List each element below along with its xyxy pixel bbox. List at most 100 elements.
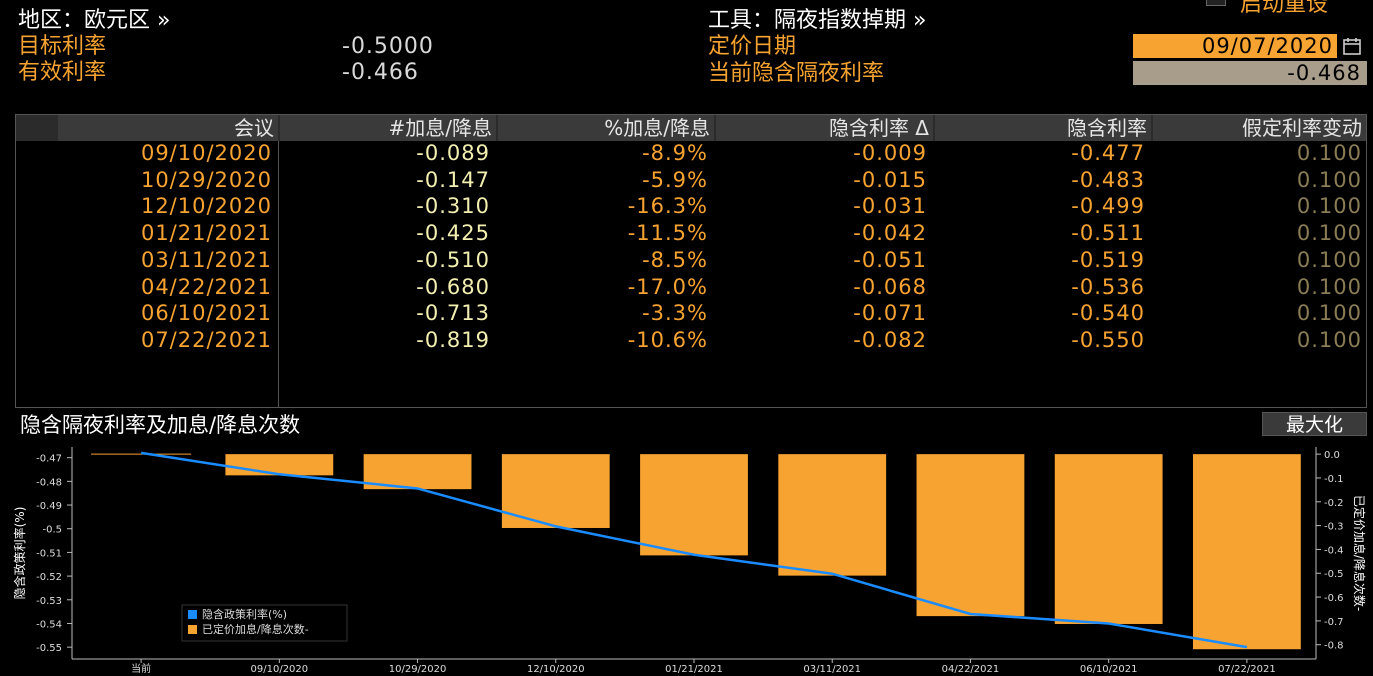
- cell-assumed-change: 0.100: [1296, 141, 1362, 165]
- col-header-hikes-count[interactable]: #加息/降息: [280, 115, 496, 141]
- legend-label-line: 隐含政策利率(%): [202, 607, 287, 621]
- rate-chart: -0.47 -0.48 -0.49 -0.5 -0.51 -0.52 -0.53 -0.54 -…: [12, 447, 1367, 675]
- column-divider: [278, 141, 279, 407]
- y2-tick-label: -0.8: [1324, 641, 1344, 652]
- bar: [916, 454, 1025, 617]
- x-tick-label: 10/29/2020: [389, 664, 447, 675]
- cell-implied-rate: -0.483: [1071, 167, 1145, 192]
- chart-title: 隐含隔夜利率及加息/降息次数: [20, 413, 301, 437]
- cell-implied-rate: -0.540: [1071, 301, 1145, 326]
- cell-hikes-count: -0.089: [416, 141, 490, 165]
- table-row[interactable]: 12/10/2020 -0.310 -16.3% -0.031 -0.499 0.100: [16, 193, 1366, 220]
- maximize-button[interactable]: 最大化: [1262, 412, 1367, 436]
- table-row[interactable]: 06/10/2021 -0.713 -3.3% -0.071 -0.540 0.100: [16, 300, 1366, 327]
- cell-implied-delta: -0.042: [853, 221, 927, 246]
- cell-implied-rate: -0.536: [1071, 274, 1145, 299]
- cell-hikes-pct: -17.0%: [627, 274, 708, 299]
- table-row[interactable]: 03/11/2021 -0.510 -8.5% -0.051 -0.519 0.100: [16, 247, 1366, 274]
- pricing-date-field[interactable]: 09/07/2020: [1133, 34, 1337, 58]
- y2-tick-label: -0.2: [1324, 498, 1344, 509]
- y2-tick-label: -0.5: [1324, 569, 1344, 580]
- cell-implied-rate: -0.511: [1071, 221, 1145, 246]
- y2-tick-label: 0.0: [1324, 450, 1340, 461]
- y-tick-label: -0.52: [36, 572, 62, 583]
- cell-hikes-pct: -16.3%: [627, 194, 708, 219]
- cell-implied-delta: -0.071: [853, 301, 927, 326]
- table-row[interactable]: 10/29/2020 -0.147 -5.9% -0.015 -0.483 0.100: [16, 167, 1366, 194]
- cell-implied-delta: -0.015: [853, 167, 927, 192]
- table-row[interactable]: 07/22/2021 -0.819 -10.6% -0.082 -0.550 0.100: [16, 327, 1366, 354]
- cell-hikes-count: -0.819: [416, 327, 490, 352]
- region-selector[interactable]: 地区：欧元区 »: [18, 8, 171, 33]
- y2-tick-label: -0.4: [1324, 545, 1344, 556]
- bar: [1192, 454, 1301, 650]
- cell-hikes-pct: -8.5%: [642, 247, 708, 272]
- cell-implied-delta: -0.068: [853, 274, 927, 299]
- cell-assumed-change: 0.100: [1296, 274, 1362, 299]
- cell-hikes-pct: -10.6%: [627, 327, 708, 352]
- cell-hikes-count: -0.680: [416, 274, 490, 299]
- x-tick-label: 09/10/2020: [251, 664, 309, 675]
- x-tick-label: 01/21/2021: [665, 664, 723, 675]
- effective-rate-value: -0.466: [342, 60, 419, 85]
- col-header-implied-delta[interactable]: 隐含利率 Δ: [716, 115, 933, 141]
- table-row[interactable]: 01/21/2021 -0.425 -11.5% -0.042 -0.511 0.100: [16, 220, 1366, 247]
- cell-hikes-pct: -3.3%: [642, 301, 708, 326]
- cell-hikes-pct: -8.9%: [642, 141, 708, 165]
- x-tick-label: 06/10/2021: [1080, 664, 1138, 675]
- cell-implied-rate: -0.499: [1071, 194, 1145, 219]
- x-tick-label: 当前: [131, 662, 151, 675]
- cell-assumed-change: 0.100: [1296, 221, 1362, 246]
- cell-hikes-count: -0.510: [416, 247, 490, 272]
- x-tick-label: 03/11/2021: [803, 664, 861, 675]
- table-row[interactable]: 09/10/2020 -0.089 -8.9% -0.009 -0.477 0.100: [16, 140, 1366, 167]
- implied-rate-line: [140, 451, 1248, 649]
- legend-box: [181, 604, 348, 642]
- cell-hikes-count: -0.713: [416, 301, 490, 326]
- y2-tick-label: -0.7: [1324, 617, 1344, 628]
- y-tick-label: -0.5: [42, 525, 62, 536]
- y-tick-label: -0.54: [36, 619, 62, 630]
- cell-meeting-date: 12/10/2020: [140, 194, 272, 219]
- cell-implied-delta: -0.051: [853, 247, 927, 272]
- cell-hikes-count: -0.147: [416, 167, 490, 192]
- cell-meeting-date: 09/10/2020: [140, 141, 272, 165]
- y2-tick-label: -0.6: [1324, 593, 1344, 604]
- cell-implied-rate: -0.550: [1071, 327, 1145, 352]
- y-axis-title: 隐含政策利率(%): [12, 507, 27, 600]
- target-rate-value: -0.5000: [342, 34, 434, 59]
- col-header-assumed-change[interactable]: 假定利率变动: [1153, 115, 1366, 141]
- cell-meeting-date: 07/22/2021: [140, 327, 272, 352]
- cell-hikes-pct: -11.5%: [627, 221, 708, 246]
- col-header-hikes-pct[interactable]: %加息/降息: [498, 115, 714, 141]
- cell-hikes-count: -0.310: [416, 194, 490, 219]
- y-tick-label: -0.47: [36, 454, 62, 465]
- bar: [225, 454, 334, 476]
- col-header-meeting[interactable]: 会议: [58, 115, 278, 141]
- cell-meeting-date: 01/21/2021: [140, 221, 272, 246]
- calendar-icon[interactable]: [1342, 36, 1362, 56]
- col-header-implied-rate[interactable]: 隐含利率: [935, 115, 1151, 141]
- table-row[interactable]: 04/22/2021 -0.680 -17.0% -0.068 -0.536 0.100: [16, 274, 1366, 301]
- legend-label-bar: 已定价加息/降息次数-: [202, 622, 309, 636]
- y-tick-label: -0.49: [36, 501, 62, 512]
- bar: [1054, 454, 1163, 624]
- cell-meeting-date: 04/22/2021: [140, 274, 272, 299]
- x-tick-label: 07/22/2021: [1218, 664, 1276, 675]
- cell-assumed-change: 0.100: [1296, 194, 1362, 219]
- bar: [363, 454, 472, 490]
- effective-rate-label: 有效利率: [18, 60, 107, 85]
- table-header: 会议 #加息/降息 %加息/降息 隐含利率 Δ 隐含利率 假定利率变动: [16, 115, 1366, 141]
- cell-assumed-change: 0.100: [1296, 167, 1362, 192]
- reset-checkbox[interactable]: [1206, 0, 1226, 6]
- reset-label: 启动重设: [1240, 0, 1329, 17]
- implied-overnight-field[interactable]: -0.468: [1133, 61, 1367, 85]
- meetings-table: 会议 #加息/降息 %加息/降息 隐含利率 Δ 隐含利率 假定利率变动 09/1…: [15, 114, 1367, 408]
- cell-meeting-date: 06/10/2021: [140, 301, 272, 326]
- cell-implied-delta: -0.009: [853, 141, 927, 165]
- cell-assumed-change: 0.100: [1296, 247, 1362, 272]
- instrument-selector[interactable]: 工具：隔夜指数掉期 »: [708, 8, 927, 33]
- cell-assumed-change: 0.100: [1296, 301, 1362, 326]
- y-tick-label: -0.55: [36, 643, 62, 654]
- cell-meeting-date: 03/11/2021: [140, 247, 272, 272]
